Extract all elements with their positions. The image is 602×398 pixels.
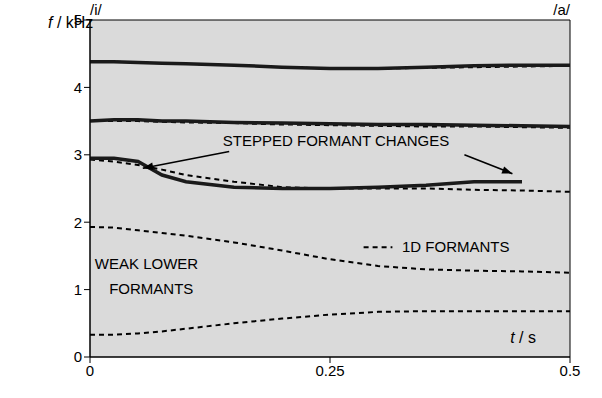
svg-text:FORMANTS: FORMANTS xyxy=(109,280,193,297)
svg-text:3: 3 xyxy=(74,146,82,163)
svg-text:/i/: /i/ xyxy=(90,1,103,18)
svg-text:/a/: /a/ xyxy=(553,1,571,18)
svg-text:1D FORMANTS: 1D FORMANTS xyxy=(402,238,510,255)
svg-text:0: 0 xyxy=(86,362,94,379)
svg-text:0.5: 0.5 xyxy=(560,362,581,379)
svg-text:WEAK LOWER: WEAK LOWER xyxy=(95,255,199,272)
svg-text:4: 4 xyxy=(74,79,82,96)
svg-text:0: 0 xyxy=(74,348,82,365)
svg-text:f / kHz: f / kHz xyxy=(48,14,93,31)
svg-text:1: 1 xyxy=(74,281,82,298)
svg-text:STEPPED FORMANT CHANGES: STEPPED FORMANT CHANGES xyxy=(223,132,449,149)
svg-text:5: 5 xyxy=(74,11,82,28)
svg-text:2: 2 xyxy=(74,214,82,231)
svg-text:0.25: 0.25 xyxy=(315,362,344,379)
svg-text:t / s: t / s xyxy=(510,329,536,346)
